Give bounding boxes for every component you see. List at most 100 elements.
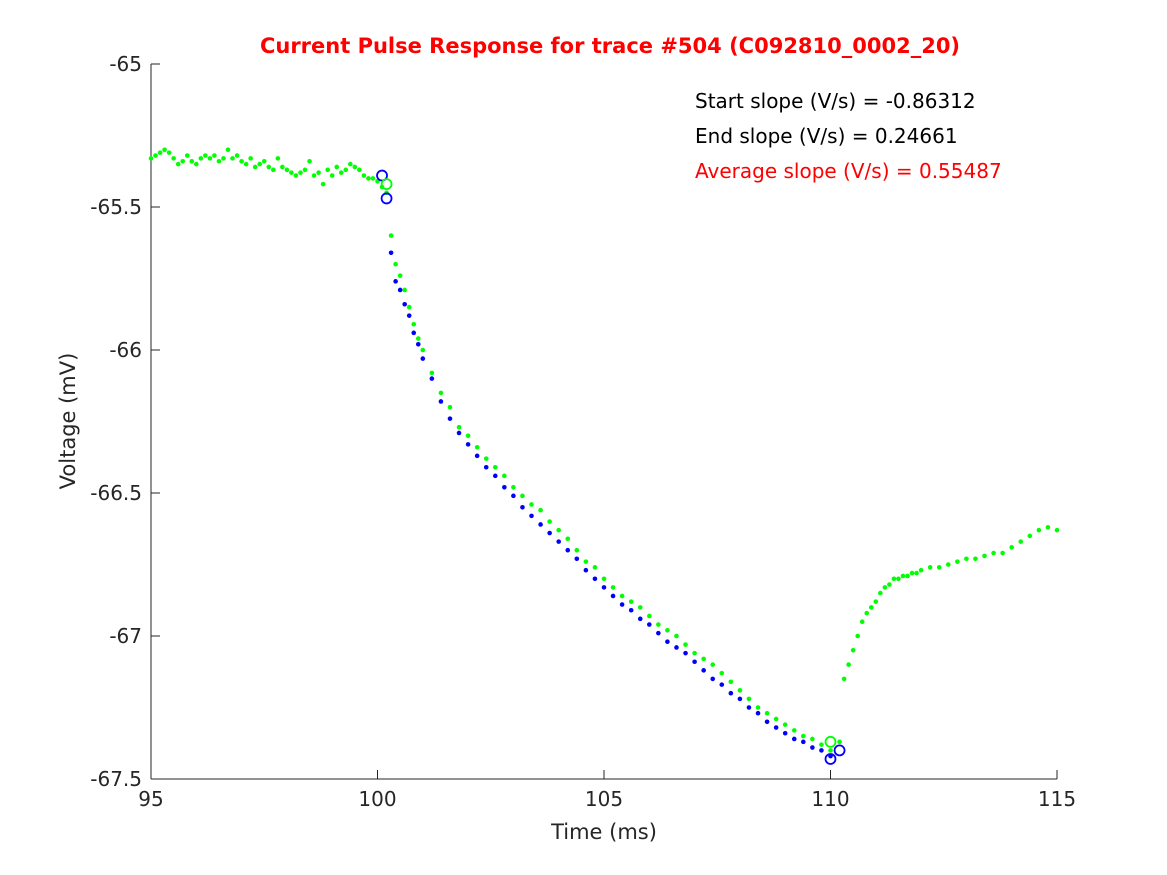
data-point xyxy=(275,156,281,161)
data-point xyxy=(239,158,244,164)
data-point xyxy=(348,161,353,167)
data-point xyxy=(601,576,607,582)
data-point xyxy=(194,161,199,167)
y-tick-label: -65 xyxy=(109,52,142,76)
data-point xyxy=(221,156,226,161)
data-point xyxy=(429,370,435,376)
data-point xyxy=(547,519,552,524)
data-point xyxy=(773,716,779,722)
data-point xyxy=(411,321,417,327)
data-point xyxy=(656,622,661,627)
data-point xyxy=(918,567,924,573)
data-point xyxy=(905,573,910,579)
y-tick-label: -66 xyxy=(109,338,142,362)
data-point xyxy=(366,176,371,181)
data-point xyxy=(298,170,303,175)
data-point xyxy=(1000,550,1005,556)
x-tick-label: 110 xyxy=(811,787,849,811)
data-point xyxy=(311,173,317,178)
data-point xyxy=(456,430,462,436)
annotation-start-slope: Start slope (V/s) = -0.86312 xyxy=(695,89,976,113)
data-point xyxy=(945,562,951,567)
data-point xyxy=(647,622,652,627)
data-point xyxy=(474,453,480,459)
data-point xyxy=(791,728,797,733)
data-point xyxy=(755,705,761,710)
data-point xyxy=(982,553,987,559)
data-point xyxy=(171,156,176,161)
data-point xyxy=(388,233,394,238)
data-point xyxy=(737,696,743,702)
data-point xyxy=(601,585,607,590)
data-point xyxy=(791,736,797,742)
data-point xyxy=(556,527,561,533)
circle-marker xyxy=(380,178,393,191)
data-point xyxy=(529,502,534,507)
data-point xyxy=(674,645,679,650)
data-point xyxy=(1054,527,1060,533)
data-point xyxy=(280,164,285,170)
circle-marker xyxy=(824,753,837,765)
data-point xyxy=(420,347,426,353)
data-point xyxy=(819,742,824,747)
data-point xyxy=(388,250,394,256)
data-point xyxy=(619,602,625,607)
data-point xyxy=(529,513,534,519)
data-point xyxy=(492,464,498,470)
data-point xyxy=(868,605,874,610)
data-point xyxy=(334,164,340,170)
data-point xyxy=(320,181,326,187)
data-point xyxy=(955,559,960,564)
data-point xyxy=(447,404,453,410)
data-point xyxy=(819,748,824,753)
data-point xyxy=(198,156,204,161)
data-point xyxy=(189,158,195,164)
plot-area: 95 100 105 110 115 -65 -65.5 -66 -66.5 -67 -67.5 xyxy=(90,52,1076,811)
y-tick-label: -67 xyxy=(109,624,142,648)
data-point xyxy=(415,336,421,341)
marker-layer xyxy=(376,169,846,765)
data-point xyxy=(511,484,516,490)
y-axis-label: Voltage (mV) xyxy=(56,353,80,490)
data-point xyxy=(538,507,543,513)
data-point xyxy=(397,273,403,278)
data-point xyxy=(162,147,167,153)
y-tick-label: -65.5 xyxy=(90,195,142,219)
data-point xyxy=(841,676,847,682)
data-point xyxy=(782,730,788,736)
data-point xyxy=(502,484,507,490)
data-point xyxy=(837,739,842,745)
data-point xyxy=(900,573,906,579)
data-point xyxy=(411,330,417,336)
data-point xyxy=(547,530,552,536)
data-point xyxy=(397,287,403,293)
data-point xyxy=(574,556,580,562)
data-point xyxy=(565,547,571,553)
data-point xyxy=(855,633,860,639)
data-point xyxy=(148,156,154,161)
data-point xyxy=(964,556,969,562)
data-point xyxy=(465,442,471,447)
data-point xyxy=(406,304,412,310)
data-point xyxy=(565,536,571,542)
data-point xyxy=(896,576,901,582)
data-point xyxy=(203,153,208,158)
data-point xyxy=(302,167,308,173)
data-point xyxy=(266,164,272,170)
data-point xyxy=(538,522,543,527)
data-point xyxy=(361,173,367,178)
data-point xyxy=(180,158,186,164)
data-point xyxy=(701,656,706,662)
x-tick-label: 95 xyxy=(138,787,163,811)
data-point xyxy=(656,630,661,636)
data-point xyxy=(230,156,235,161)
data-point xyxy=(1027,533,1033,539)
data-point xyxy=(710,676,716,682)
data-point xyxy=(574,547,580,553)
data-point xyxy=(157,150,163,155)
data-point xyxy=(637,616,643,622)
data-point xyxy=(502,473,507,479)
data-point xyxy=(764,710,770,716)
data-point xyxy=(728,690,734,696)
